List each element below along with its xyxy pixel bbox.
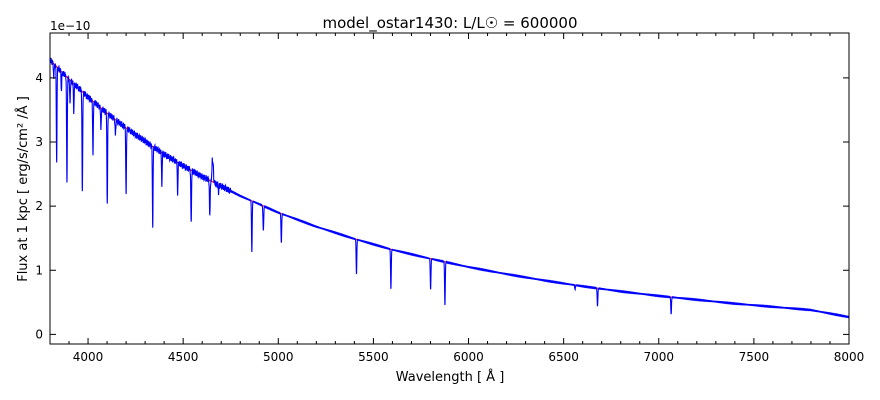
x-tick-label: 5500: [358, 350, 389, 364]
spectrum-layer: [50, 57, 849, 319]
x-tick-label: 7500: [739, 350, 770, 364]
x-axis-label: Wavelength [ Å ]: [396, 369, 505, 385]
y-tick-label: 2: [35, 199, 43, 213]
spectrum-line: [50, 57, 849, 319]
plot-area: [50, 57, 849, 319]
x-tick-label: 5000: [263, 350, 294, 364]
x-tick-label: 7000: [643, 350, 674, 364]
y-tick-label: 1: [35, 263, 43, 277]
x-tick-label: 6000: [453, 350, 484, 364]
y-tick-label: 4: [35, 71, 43, 85]
x-tick-label: 4000: [73, 350, 104, 364]
y-tick-label: 3: [35, 135, 43, 149]
y-axis: 0 1 2 3 4: [35, 71, 849, 341]
chart-title: model_ostar1430: L/L☉ = 600000: [322, 14, 577, 33]
x-tick-label: 4500: [168, 350, 199, 364]
x-tick-label: 8000: [834, 350, 865, 364]
y-tick-label: 0: [35, 327, 43, 341]
y-axis-label: Flux at 1 kpc [ erg/s/cm² /Å ]: [15, 96, 31, 282]
x-tick-label: 6500: [548, 350, 579, 364]
y-offset-label: 1e−10: [50, 19, 90, 33]
x-axis: 4000 4500 5000 5500 6000 6500 7000 7500 8000: [49, 33, 865, 364]
